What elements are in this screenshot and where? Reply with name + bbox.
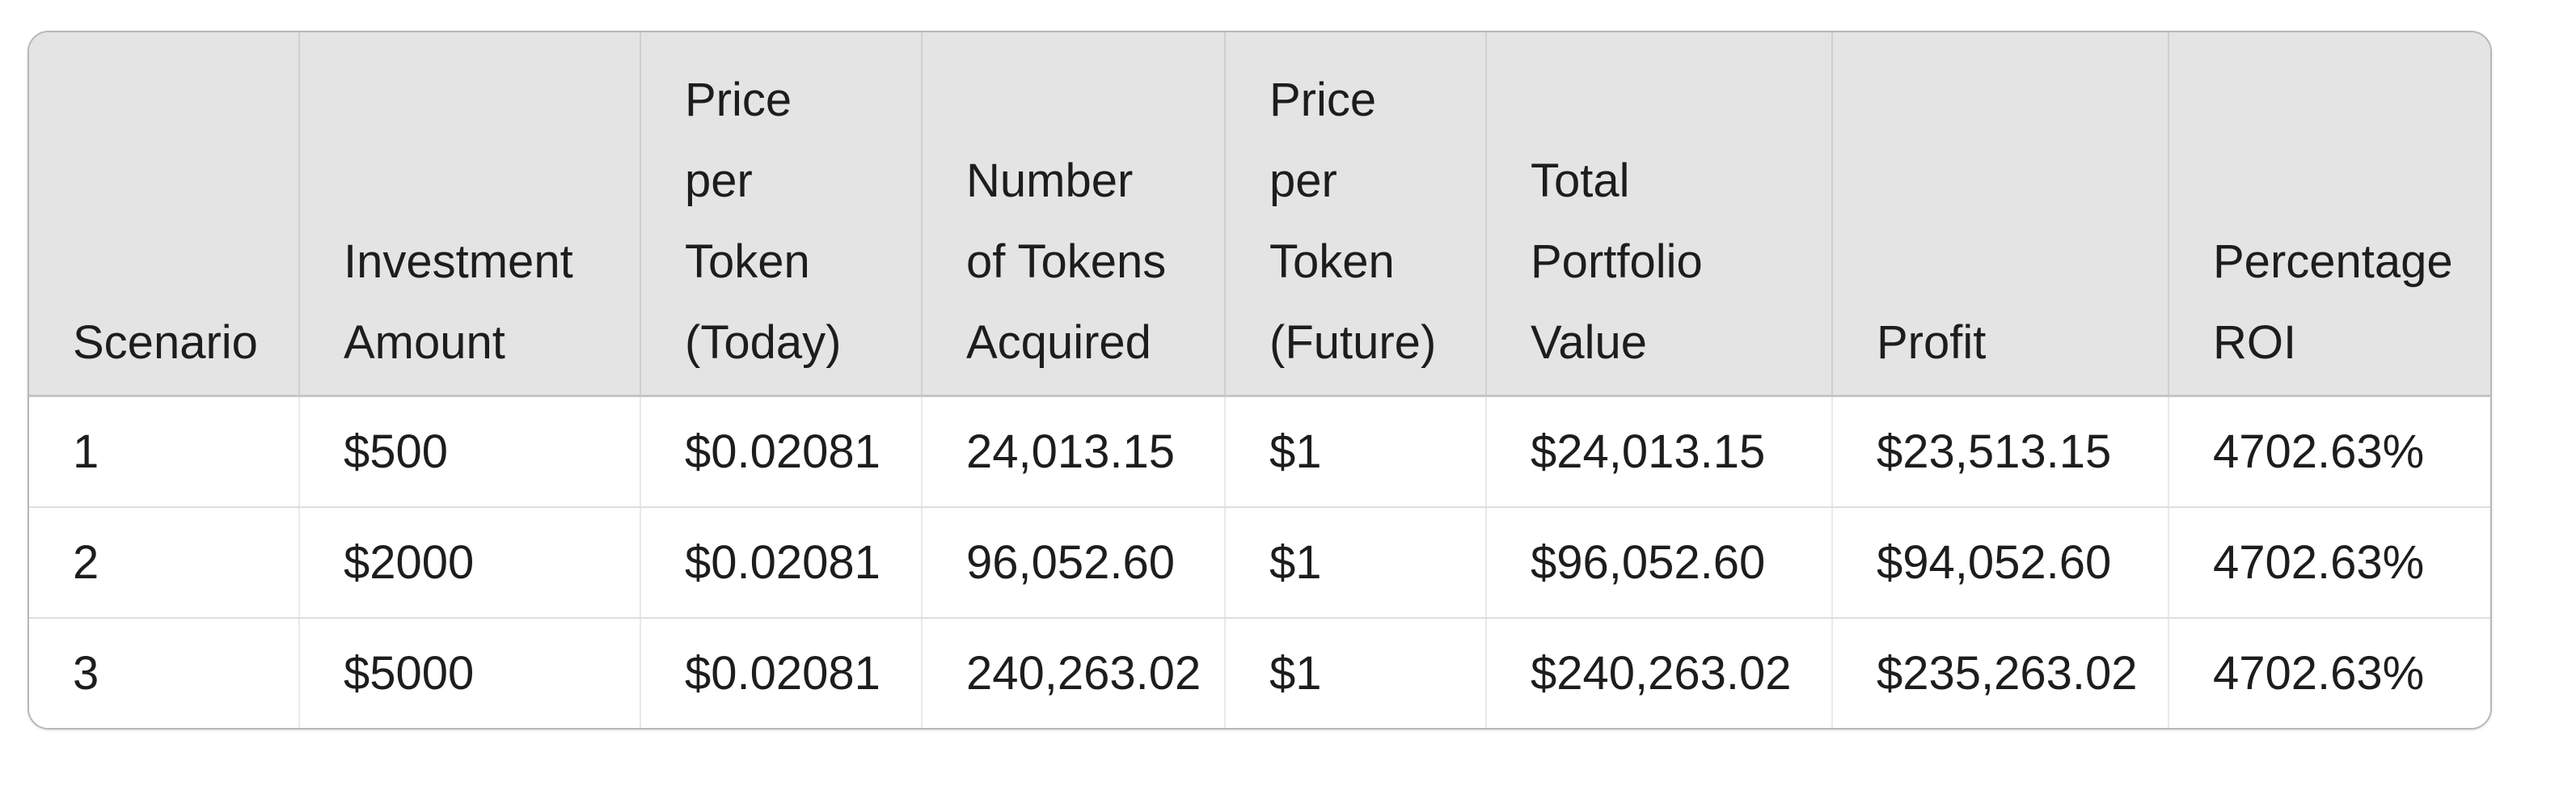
table-cell: 4702.63% — [2168, 507, 2490, 619]
table-cell: $1 — [1225, 507, 1487, 619]
table-cell: $94,052.60 — [1832, 507, 2169, 619]
table-row: 3 $5000 $0.02081 240,263.02 $1 $240,263.… — [29, 618, 2490, 728]
table-cell: $96,052.60 — [1486, 507, 1833, 619]
table-row: 1 $500 $0.02081 24,013.15 $1 $24,013.15 … — [29, 396, 2490, 508]
table-cell: $1 — [1225, 396, 1487, 508]
header-row: Scenario Investment Amount Price per Tok… — [29, 32, 2490, 397]
table-cell: 4702.63% — [2168, 396, 2490, 508]
table-cell: 240,263.02 — [922, 618, 1226, 728]
table-cell: 4702.63% — [2168, 618, 2490, 728]
scenario-table: Scenario Investment Amount Price per Tok… — [29, 32, 2490, 728]
table-cell: $5000 — [299, 618, 641, 728]
scenario-table-card: Scenario Investment Amount Price per Tok… — [27, 31, 2492, 730]
table-cell: $2000 — [299, 507, 641, 619]
table-cell: $0.02081 — [640, 507, 923, 619]
table-cell: $240,263.02 — [1486, 618, 1833, 728]
table-cell: 96,052.60 — [922, 507, 1226, 619]
table-cell: 2 — [29, 507, 300, 619]
column-header-percentage-roi: Percentage ROI — [2168, 32, 2490, 397]
column-header-profit: Profit — [1832, 32, 2169, 397]
column-header-number-of-tokens-acquired: Number of Tokens Acquired — [922, 32, 1226, 397]
table-row: 2 $2000 $0.02081 96,052.60 $1 $96,052.60… — [29, 507, 2490, 619]
table-cell: $235,263.02 — [1832, 618, 2169, 728]
column-header-scenario: Scenario — [29, 32, 300, 397]
table-cell: 24,013.15 — [922, 396, 1226, 508]
column-header-total-portfolio-value: Total Portfolio Value — [1486, 32, 1833, 397]
column-header-investment-amount: Investment Amount — [299, 32, 641, 397]
table-cell: $0.02081 — [640, 396, 923, 508]
table-cell: $1 — [1225, 618, 1487, 728]
column-header-price-per-token-today: Price per Token (Today) — [640, 32, 923, 397]
table-cell: $23,513.15 — [1832, 396, 2169, 508]
table-cell: 3 — [29, 618, 300, 728]
table-cell: $0.02081 — [640, 618, 923, 728]
table-cell: $24,013.15 — [1486, 396, 1833, 508]
table-cell: $500 — [299, 396, 641, 508]
column-header-price-per-token-future: Price per Token (Future) — [1225, 32, 1487, 397]
table-cell: 1 — [29, 396, 300, 508]
